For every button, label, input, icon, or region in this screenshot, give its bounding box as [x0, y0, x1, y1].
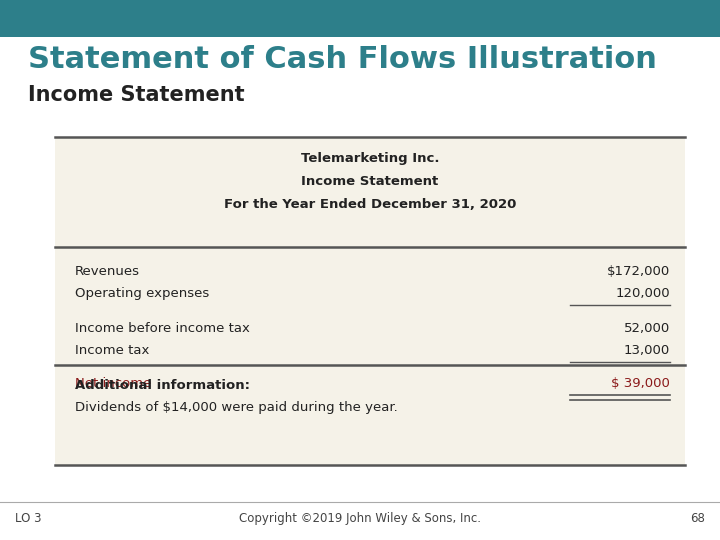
Text: Statement of Cash Flows Illustration: Statement of Cash Flows Illustration: [28, 45, 657, 74]
Text: Telemarketing Inc.: Telemarketing Inc.: [301, 152, 439, 165]
Text: Operating expenses: Operating expenses: [75, 287, 210, 300]
Text: LO 3: LO 3: [15, 512, 42, 525]
Text: Revenues: Revenues: [75, 265, 140, 278]
Text: Dividends of $14,000 were paid during the year.: Dividends of $14,000 were paid during th…: [75, 401, 397, 414]
Bar: [0, 0, 720, 37]
Text: Income before income tax: Income before income tax: [75, 322, 250, 335]
Text: 68: 68: [690, 512, 705, 525]
Text: 13,000: 13,000: [624, 344, 670, 357]
Text: Net income: Net income: [75, 377, 151, 390]
Text: Additional information:: Additional information:: [75, 379, 250, 392]
Text: Income Statement: Income Statement: [28, 85, 245, 105]
Text: 120,000: 120,000: [616, 287, 670, 300]
Bar: [55, 137, 685, 465]
Text: $172,000: $172,000: [607, 265, 670, 278]
Text: 52,000: 52,000: [624, 322, 670, 335]
Text: Income tax: Income tax: [75, 344, 149, 357]
Text: Copyright ©2019 John Wiley & Sons, Inc.: Copyright ©2019 John Wiley & Sons, Inc.: [239, 512, 481, 525]
Text: For the Year Ended December 31, 2020: For the Year Ended December 31, 2020: [224, 198, 516, 211]
Text: Income Statement: Income Statement: [302, 175, 438, 188]
Text: $ 39,000: $ 39,000: [611, 377, 670, 390]
